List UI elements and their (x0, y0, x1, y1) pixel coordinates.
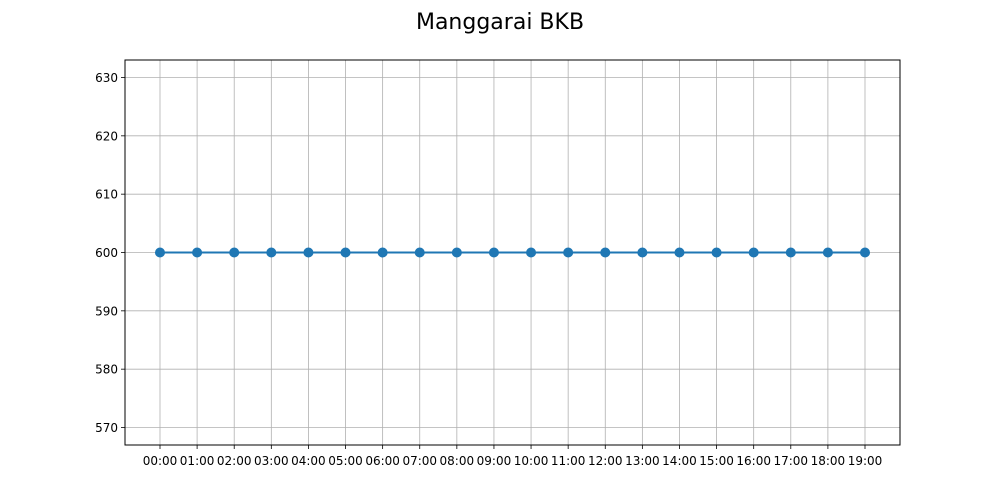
series-layer (155, 247, 870, 258)
data-point (229, 247, 240, 258)
chart-title: Manggarai BKB (416, 10, 584, 35)
y-tick-label: 610 (95, 188, 118, 202)
x-tick-label: 04:00 (291, 454, 326, 468)
y-tick-label: 600 (95, 246, 118, 260)
data-point (155, 247, 165, 258)
x-tick-label: 11:00 (551, 454, 586, 468)
x-tick-label: 10:00 (514, 454, 549, 468)
x-tick-label: 02:00 (217, 454, 252, 468)
data-point (748, 247, 759, 258)
data-point (414, 247, 425, 258)
x-tick-label: 14:00 (662, 454, 697, 468)
data-point (488, 247, 499, 258)
data-point (340, 247, 351, 258)
data-point (637, 247, 648, 258)
x-tick-label: 17:00 (773, 454, 808, 468)
x-tick-label: 15:00 (699, 454, 734, 468)
x-tick-label: 19:00 (848, 454, 883, 468)
data-point (600, 247, 611, 258)
x-tick-label: 08:00 (440, 454, 475, 468)
x-tick-label: 00:00 (143, 454, 178, 468)
data-point (822, 247, 833, 258)
y-tick-label: 620 (95, 129, 118, 143)
x-tick-label: 03:00 (254, 454, 289, 468)
data-point (563, 247, 574, 258)
x-tick-label: 13:00 (625, 454, 660, 468)
x-tick-label: 07:00 (402, 454, 437, 468)
data-point (303, 247, 314, 258)
y-tick-label: 570 (95, 421, 118, 435)
y-tick-label: 580 (95, 363, 118, 377)
x-tick-label: 12:00 (588, 454, 623, 468)
data-point (377, 247, 388, 258)
data-point (192, 247, 203, 258)
y-tick-label: 590 (95, 304, 118, 318)
data-point (266, 247, 277, 258)
y-tick-label: 630 (95, 71, 118, 85)
x-tick-label: 18:00 (811, 454, 846, 468)
data-point (526, 247, 537, 258)
data-point (860, 247, 870, 258)
axis-layer: 00:00 01:00 02:00 03:00 04:00 05:00 06:00 07:00… (95, 71, 882, 468)
data-point (785, 247, 796, 258)
x-tick-label: 06:00 (365, 454, 400, 468)
data-point (711, 247, 722, 258)
x-tick-label: 01:00 (180, 454, 215, 468)
data-point (451, 247, 462, 258)
x-tick-label: 09:00 (477, 454, 512, 468)
data-point (674, 247, 685, 258)
x-tick-label: 05:00 (328, 454, 363, 468)
x-tick-label: 16:00 (736, 454, 771, 468)
